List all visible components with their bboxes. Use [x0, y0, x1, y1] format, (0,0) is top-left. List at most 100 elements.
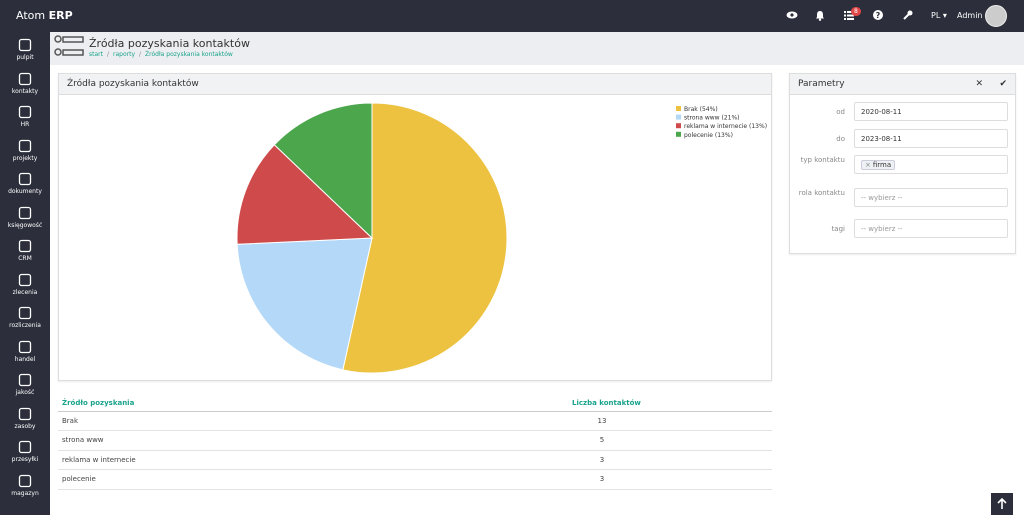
chart: Brak (54%) strona www (21%)reklama w inte… [236, 102, 767, 374]
nav-icon [18, 407, 32, 420]
column-header[interactable]: Źródło pozyskania [58, 395, 572, 412]
nav-item[interactable]: dokumenty [0, 170, 50, 203]
legend-label: Brak (54%) [684, 106, 718, 113]
nav-icon [18, 474, 32, 487]
nav-icon [18, 172, 32, 186]
icon-shape [18, 474, 32, 487]
icon-shape [18, 139, 32, 152]
input-value: 2023-08-11 [861, 135, 902, 143]
params-header: Parametry ✕ ✔ [790, 74, 1015, 95]
nav-item[interactable]: zlecenia [0, 271, 50, 304]
params-title: Parametry [798, 79, 845, 89]
nav-item[interactable]: rozliczenia [0, 304, 50, 337]
scroll-top[interactable] [991, 493, 1013, 515]
clear-button[interactable]: ✕ [975, 79, 983, 89]
header-icon [54, 35, 84, 56]
icon-shape [18, 105, 32, 119]
legend-swatch [676, 131, 681, 137]
icon-shape [18, 306, 32, 320]
nav-label: jakość [15, 389, 35, 396]
field-input[interactable]: 2020-08-11 [854, 102, 1008, 121]
nav-icon [18, 105, 32, 119]
crumb-separator: / [106, 51, 110, 58]
breadcrumbs: start / raporty / Źródła pozyskania kontaktó… [89, 51, 233, 58]
tasks-icon[interactable] [844, 10, 854, 20]
nav-icon [18, 306, 32, 320]
icon-shape [18, 38, 32, 52]
nav-label: zlecenia [12, 288, 38, 296]
nav-item[interactable]: kontakty [0, 70, 50, 103]
avatar[interactable] [985, 5, 1007, 27]
field-input[interactable]: × firma [854, 155, 1008, 174]
breadcrumb[interactable]: Źródła pozyskania kontaktów [145, 51, 233, 58]
tag-label: firma [872, 161, 892, 169]
nav-label: handel [14, 355, 36, 363]
legend-swatch [676, 114, 681, 120]
pie-slice [236, 144, 374, 245]
icon-shape [18, 172, 32, 186]
table-header: Źródło pozyskania Liczba kontaktów [58, 395, 772, 412]
column-header[interactable]: Liczba kontaktów [572, 395, 772, 412]
chart-panel: Źródła pozyskania kontaktów Brak (54%) st… [58, 73, 772, 381]
breadcrumb[interactable]: raporty [113, 51, 136, 58]
legend-label: polecenie (13%) [684, 132, 733, 139]
legend-swatch [676, 123, 681, 129]
icon-shape [18, 206, 32, 219]
language[interactable]: PL ▾ [931, 11, 947, 20]
nav-label: dokumenty [8, 188, 42, 195]
nav-item[interactable]: handel [0, 338, 50, 371]
brand-name: Atom [16, 9, 46, 22]
nav-item[interactable]: HR [0, 103, 50, 136]
nav-item[interactable]: CRM [0, 237, 50, 270]
breadcrumb[interactable]: start [89, 51, 103, 58]
icon-shape [18, 440, 32, 454]
apply-button[interactable]: ✔ [999, 79, 1007, 89]
bell-icon[interactable] [815, 10, 825, 21]
nav-item[interactable]: przesyłki [0, 438, 50, 471]
table-row: reklama w internecie 3 [58, 450, 772, 470]
brand[interactable]: Atom ERP [16, 9, 73, 22]
pie-slice [273, 102, 373, 240]
nav-label: pulpit [16, 54, 34, 61]
nav-icon [18, 72, 32, 85]
nav-icon [18, 340, 32, 353]
pie-slice [236, 237, 373, 371]
nav-item[interactable]: magazyn [0, 472, 50, 505]
svg-text:?: ? [876, 11, 881, 20]
source-name: reklama w internecie [58, 450, 572, 470]
icon-shape [18, 72, 32, 85]
field-label: rola kontaktu [798, 189, 845, 197]
field-input[interactable]: -- wybierz -- [854, 219, 1008, 238]
icon-shape [18, 239, 32, 253]
crumb-separator: / [139, 51, 142, 58]
icon-shape [18, 407, 32, 420]
table-row: strona www 5 [58, 430, 772, 451]
nav-icon [18, 206, 32, 219]
placeholder: -- wybierz -- [861, 194, 903, 202]
nav-item[interactable]: księgowość [0, 204, 50, 237]
nav-label: księgowość [7, 221, 43, 229]
nav-item[interactable]: zasoby [0, 405, 50, 438]
contact-count: 13 [572, 411, 772, 431]
input-value: 2020-08-11 [861, 108, 902, 116]
nav-label: projekty [12, 154, 38, 162]
help-icon[interactable]: ? [873, 10, 883, 20]
field-input[interactable]: 2023-08-11 [854, 129, 1008, 148]
nav-label: zasoby [14, 422, 36, 430]
nav-item[interactable]: projekty [0, 137, 50, 170]
eye-icon[interactable] [786, 10, 798, 20]
tag: × firma [861, 160, 896, 170]
icon-shape [18, 340, 32, 353]
field-input[interactable]: -- wybierz -- [854, 188, 1008, 207]
pie-slice [342, 102, 508, 374]
nav-item[interactable]: jakość [0, 371, 50, 404]
user-name[interactable]: Admin [957, 11, 983, 20]
settings-icon[interactable] [903, 10, 913, 20]
tag-remove[interactable]: × [865, 161, 871, 169]
source-name: polecenie [58, 469, 572, 490]
language-code: PL [931, 11, 941, 20]
field-label: od [836, 108, 845, 116]
nav-icon [18, 373, 32, 387]
nav-item[interactable]: pulpit [0, 36, 50, 69]
